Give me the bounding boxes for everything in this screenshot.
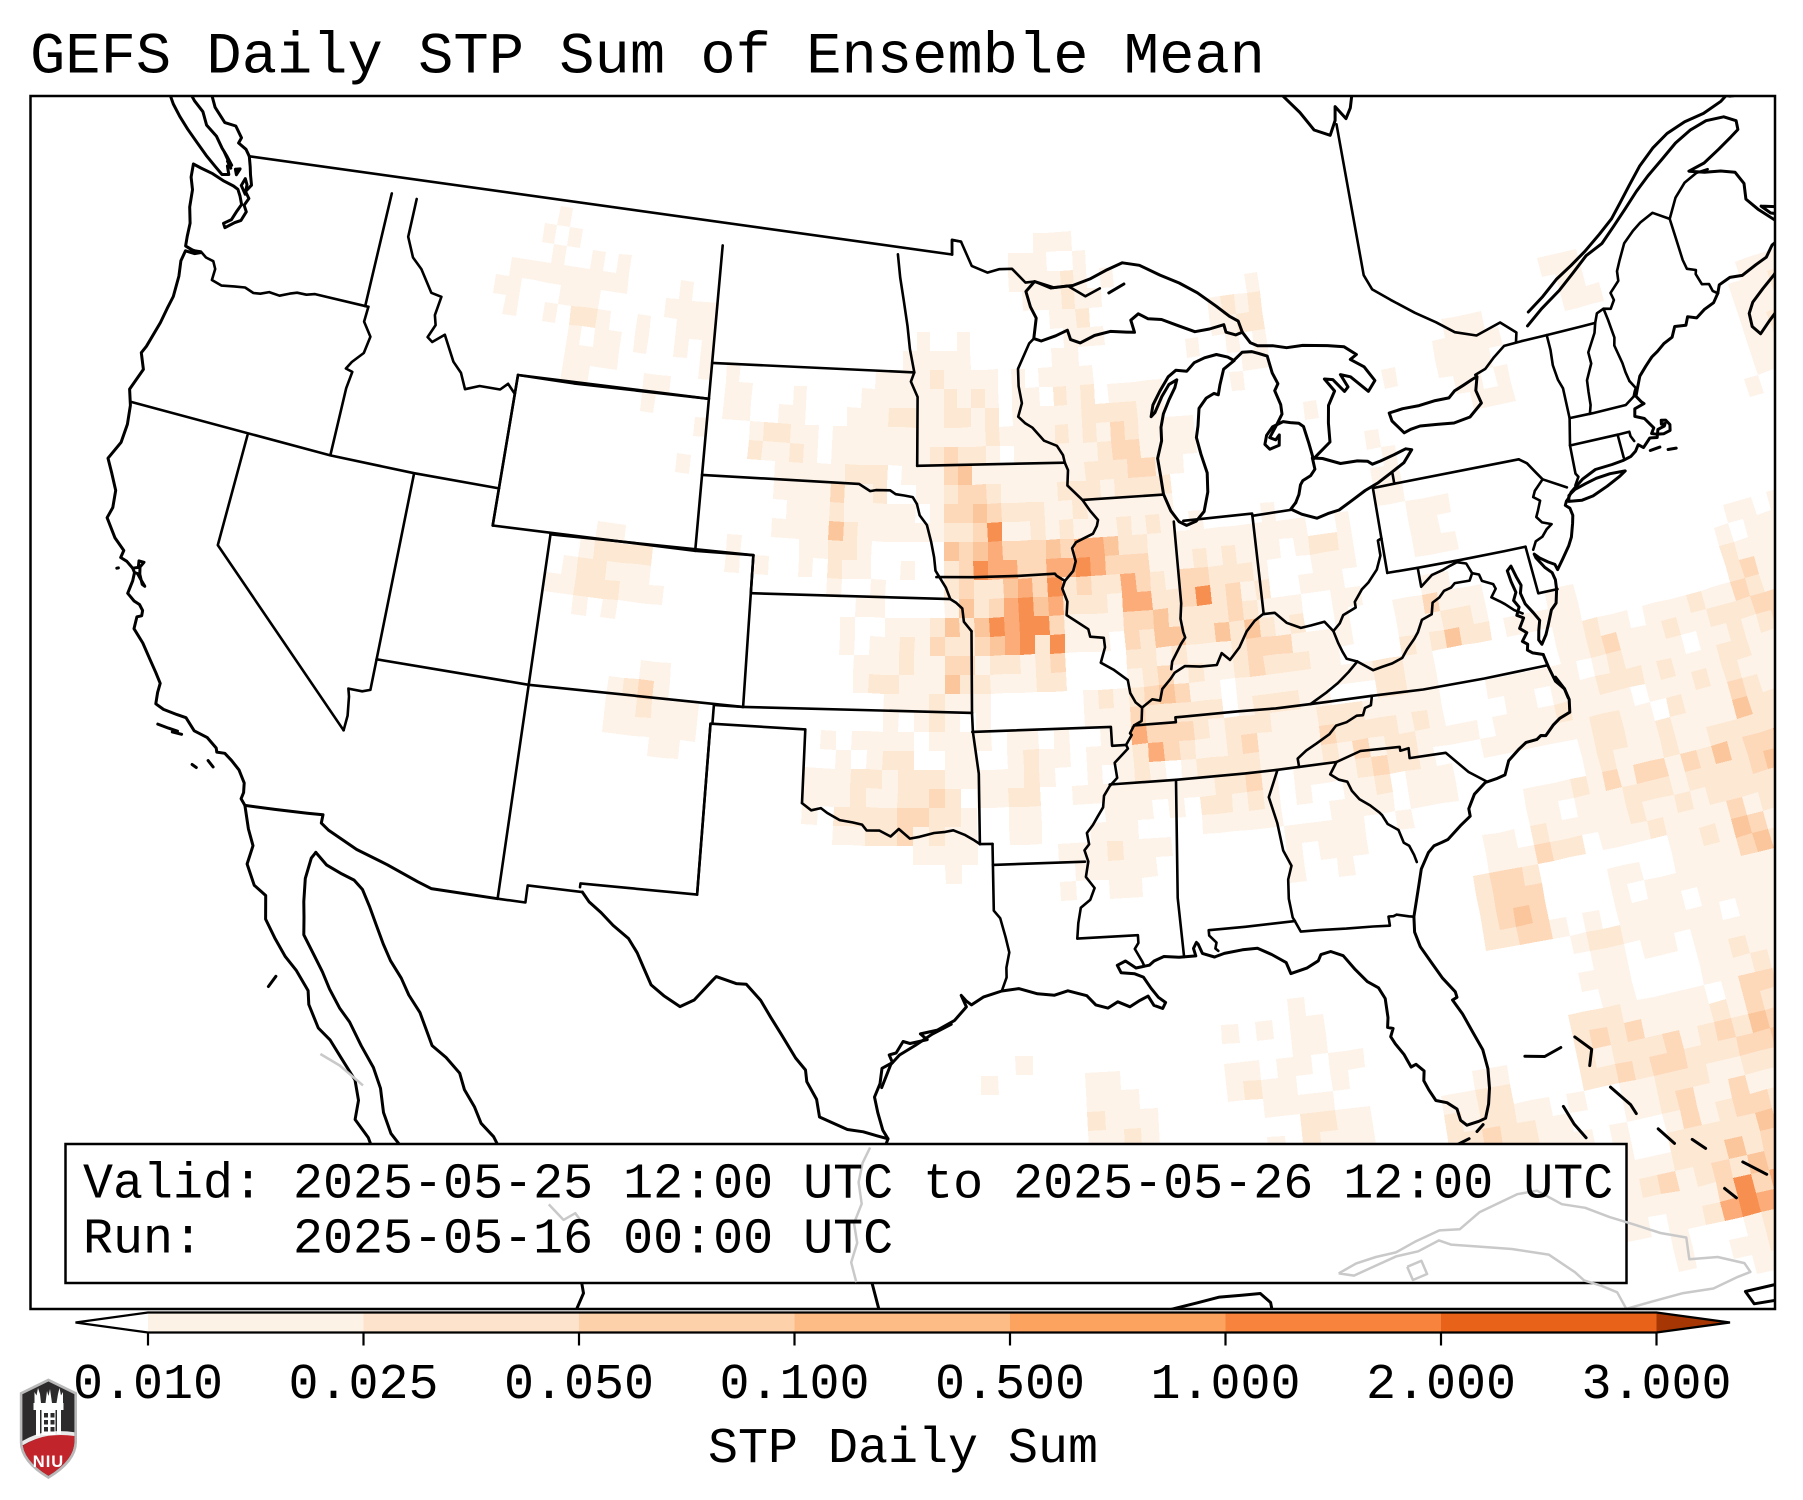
svg-text:0.500: 0.500 — [935, 1357, 1085, 1414]
svg-text:0.025: 0.025 — [288, 1357, 438, 1414]
svg-text:Run: 2025-05-16 00:00 UTC: Run: 2025-05-16 00:00 UTC — [83, 1212, 893, 1269]
svg-text:0.050: 0.050 — [504, 1357, 654, 1414]
svg-text:GEFS Daily STP Sum of Ensemble: GEFS Daily STP Sum of Ensemble Mean — [30, 24, 1265, 91]
svg-text:STP Daily Sum: STP Daily Sum — [708, 1421, 1098, 1478]
svg-text:0.010: 0.010 — [73, 1357, 223, 1414]
svg-text:Valid: 2025-05-25 12:00 UTC to: Valid: 2025-05-25 12:00 UTC to 2025-05-2… — [83, 1157, 1613, 1214]
svg-text:3.000: 3.000 — [1581, 1357, 1731, 1414]
svg-text:1.000: 1.000 — [1150, 1357, 1300, 1414]
svg-text:2.000: 2.000 — [1366, 1357, 1516, 1414]
svg-text:0.100: 0.100 — [719, 1357, 869, 1414]
svg-text:NIU: NIU — [33, 1453, 64, 1471]
